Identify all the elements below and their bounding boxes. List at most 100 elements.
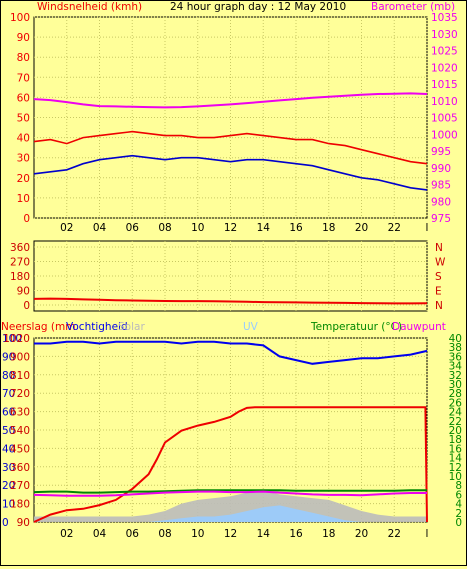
x-tick-label: 12 (224, 222, 237, 234)
humidity-tick-label: 80 (2, 370, 15, 382)
temperature-tick-label: 0 (455, 517, 462, 529)
solar-area (34, 490, 427, 522)
y-tick-label: 0 (23, 213, 30, 225)
y-tick-label: 50 (17, 113, 30, 125)
x-tick-label: 02 (60, 222, 73, 234)
x-tick-label: 10 (191, 528, 204, 540)
x-tick-label: 02 (60, 528, 73, 540)
y2-tick-label: 1030 (431, 29, 458, 41)
humidity-tick-label: 30 (2, 462, 15, 474)
barometer-axis-title: Barometer (mb) (371, 1, 455, 13)
solar-axis-title: Solar (118, 321, 145, 333)
y2-tick-label: 975 (431, 213, 451, 225)
temperature-tick-label: 14 (449, 453, 463, 465)
uv-axis-title: UV (243, 321, 259, 333)
y-tick-label: 90 (17, 32, 30, 44)
x-tick-label: 04 (93, 222, 107, 234)
x-tick-label: 22 (388, 528, 401, 540)
uv-area (34, 505, 427, 522)
temperature-tick-label: 24 (449, 407, 463, 419)
y-tick-label: 0 (23, 300, 30, 312)
x-tick-label: 10 (191, 222, 204, 234)
x-tick-label: 06 (126, 528, 140, 540)
solar-tick-label: 810 (10, 370, 30, 382)
solar-tick-label: 90 (17, 517, 30, 529)
series-line (33, 154, 428, 191)
temperature-axis-title: Temperatuur (°C) (310, 321, 402, 333)
series-line (33, 92, 428, 109)
x-tick-label: 14 (257, 528, 271, 540)
x-tick-label: 22 (388, 222, 401, 234)
temperature-tick-label: 2 (455, 508, 462, 520)
humidity-tick-label: 70 (2, 388, 15, 400)
humidity-tick-label: 10 (2, 499, 15, 511)
temperature-tick-label: 28 (449, 388, 462, 400)
series-line (33, 406, 428, 523)
humidity-tick-label: 0 (2, 517, 9, 529)
y-tick-label: 360 (10, 242, 30, 254)
direction-tick-label: E (435, 286, 442, 298)
y2-tick-label: 1000 (431, 129, 458, 141)
y2-tick-label: 1005 (431, 113, 458, 125)
y2-tick-label: 1020 (431, 62, 458, 74)
temperature-tick-label: 22 (449, 416, 462, 428)
temperature-tick-label: 6 (455, 489, 462, 501)
x-tick-label: 12 (224, 528, 237, 540)
temperature-tick-label: 4 (455, 499, 462, 511)
solar-tick-label: 270 (10, 480, 30, 492)
x-tick-label: 16 (289, 528, 303, 540)
temperature-tick-label: 16 (449, 443, 463, 455)
x-tick-label: 14 (257, 222, 271, 234)
rain-axis-title: Neerslag (mm (1, 321, 75, 333)
temperature-tick-label: 26 (449, 397, 463, 409)
solar-tick-label: 450 (10, 443, 30, 455)
solar-tick-label: 360 (10, 462, 30, 474)
y2-tick-label: 985 (431, 180, 451, 192)
y2-tick-label: 1035 (431, 12, 458, 24)
direction-tick-label: N (435, 242, 443, 254)
temperature-tick-label: 20 (449, 425, 462, 437)
x-tick-label: 18 (322, 528, 335, 540)
y2-tick-label: 980 (431, 196, 451, 208)
direction-tick-label: W (435, 257, 446, 269)
y-tick-label: 80 (17, 52, 30, 64)
x-tick-label: 16 (289, 222, 303, 234)
y-tick-label: 180 (10, 271, 30, 283)
y2-tick-label: 990 (431, 163, 451, 175)
temperature-tick-label: 32 (449, 370, 462, 382)
x-tick-label: 08 (158, 528, 171, 540)
solar-tick-label: 900 (10, 351, 30, 363)
temperature-tick-label: 36 (449, 351, 463, 363)
x-tick-label: 20 (355, 222, 368, 234)
chart-title: 24 hour graph day : 12 May 2010 (170, 1, 346, 13)
x-tick-label: 18 (322, 222, 335, 234)
temperature-tick-label: 30 (449, 379, 462, 391)
x-tick-label: l (426, 222, 429, 234)
y-tick-label: 10 (17, 193, 30, 205)
temperature-tick-label: 40 (449, 333, 462, 345)
y-tick-label: 40 (17, 133, 30, 145)
x-tick-label: 04 (93, 528, 107, 540)
x-tick-label: 08 (158, 222, 171, 234)
humidity-tick-label: 100 (2, 333, 22, 345)
wind-axis-title: Windsnelheid (kmh) (37, 1, 142, 13)
temperature-tick-label: 8 (455, 480, 462, 492)
y-tick-label: 70 (17, 72, 30, 84)
y2-tick-label: 1010 (431, 96, 458, 108)
humidity-axis-title: Vochtigheid (66, 321, 128, 333)
solar-tick-label: 540 (10, 425, 30, 437)
y-tick-label: 270 (10, 257, 30, 269)
temperature-tick-label: 18 (449, 434, 462, 446)
temperature-tick-label: 38 (449, 342, 462, 354)
solar-tick-label: 720 (10, 388, 30, 400)
series-line (33, 489, 427, 494)
direction-tick-label: S (435, 271, 442, 283)
humidity-tick-label: 20 (2, 480, 15, 492)
direction-tick-label: N (435, 300, 443, 312)
solar-tick-label: 630 (10, 407, 30, 419)
humidity-tick-label: 90 (2, 351, 15, 363)
x-tick-label: 20 (355, 528, 368, 540)
y-tick-label: 100 (10, 12, 30, 24)
